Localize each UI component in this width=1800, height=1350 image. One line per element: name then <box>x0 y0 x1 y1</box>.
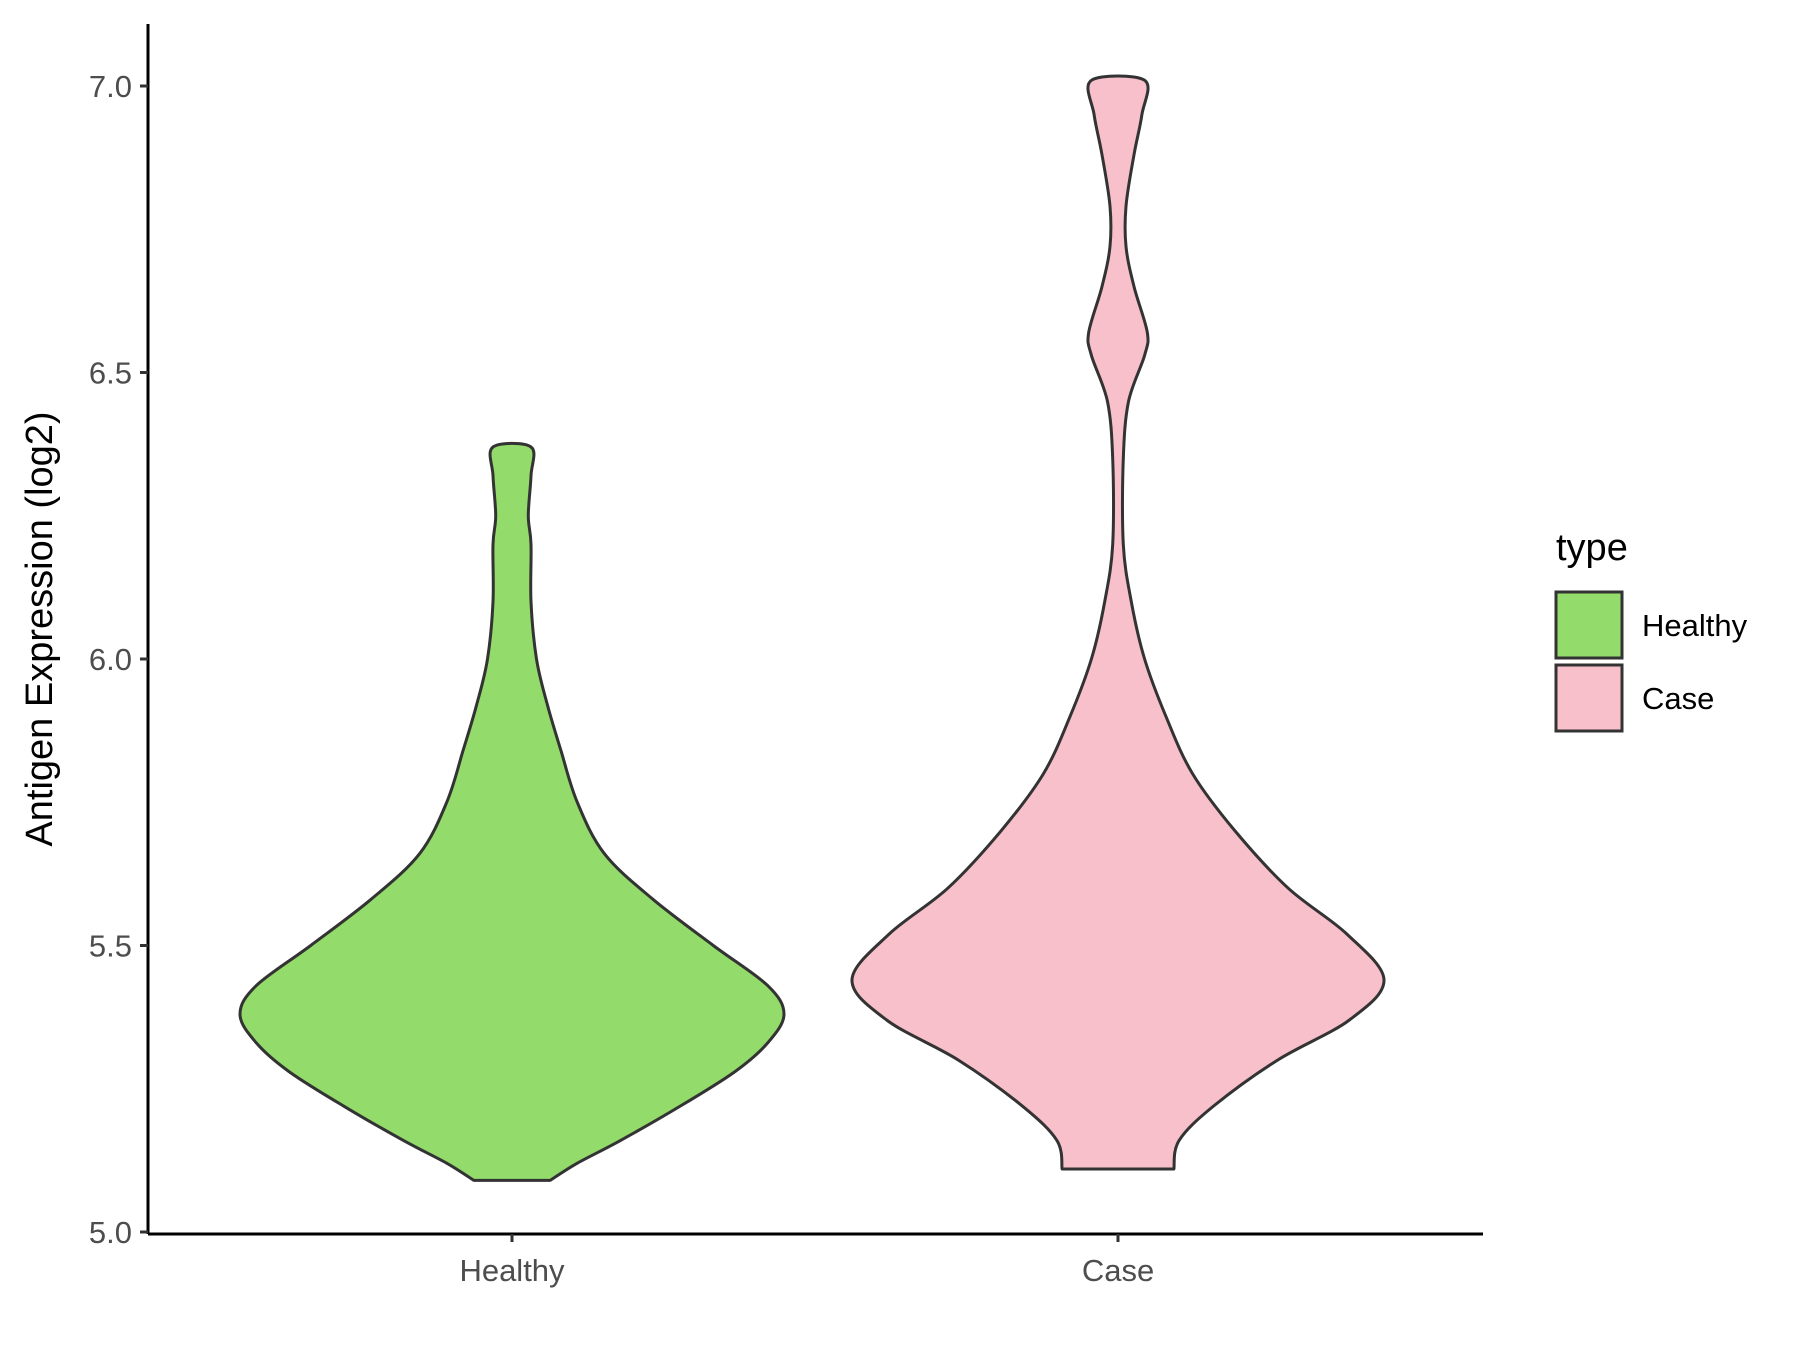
y-tick-label: 6.5 <box>89 356 132 391</box>
legend-key-healthy <box>1554 590 1624 660</box>
legend-label-healthy: Healthy <box>1642 608 1748 643</box>
violins-layer <box>238 74 1386 1182</box>
y-tick-label: 6.0 <box>89 642 132 677</box>
y-ticks: 5.0 5.5 6.0 6.5 7.0 <box>89 69 148 1250</box>
x-ticks: Healthy Case <box>459 1234 1154 1288</box>
y-tick-label: 5.5 <box>89 929 132 964</box>
legend-key-case <box>1554 663 1624 733</box>
legend-title: type <box>1556 527 1628 569</box>
y-tick-label: 7.0 <box>89 69 132 104</box>
x-tick-label: Case <box>1082 1253 1154 1288</box>
violin-case <box>850 74 1386 1171</box>
y-tick-label: 5.0 <box>89 1215 132 1250</box>
legend: Healthy Case <box>1554 590 1748 733</box>
y-axis-title: Antigen Expression (log2) <box>19 411 61 846</box>
legend-label-case: Case <box>1642 681 1714 716</box>
x-tick-label: Healthy <box>459 1253 565 1288</box>
violin-healthy <box>238 441 786 1182</box>
